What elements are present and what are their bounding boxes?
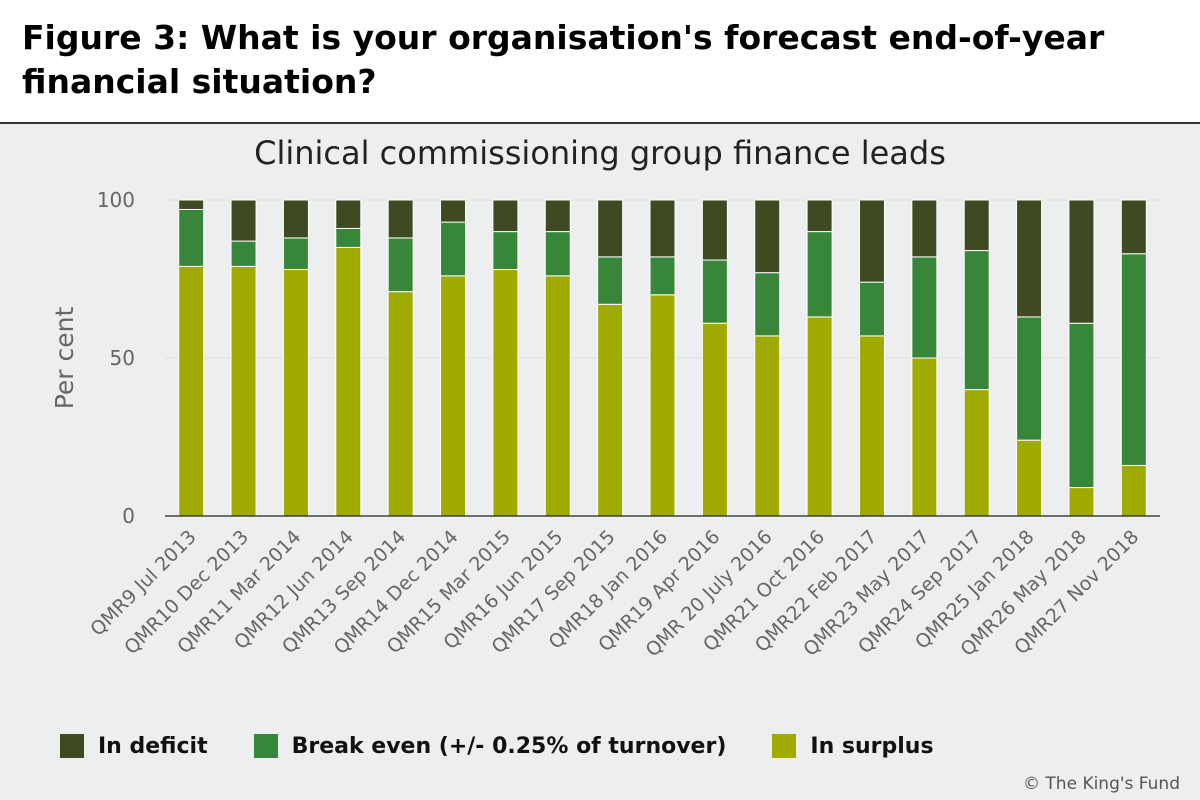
bar-break-even-14 <box>911 256 938 359</box>
bar-deficit-17 <box>1068 199 1095 324</box>
bar-surplus-11 <box>754 335 781 517</box>
bar-deficit-0 <box>178 199 205 210</box>
bar-break-even-1 <box>230 240 257 267</box>
y-tick-label-0: 0 <box>122 504 135 528</box>
bar-deficit-18 <box>1120 199 1147 255</box>
legend-item-surplus: In surplus <box>772 733 934 759</box>
bar-break-even-15 <box>963 250 990 391</box>
bar-break-even-7 <box>544 231 571 277</box>
bar-deficit-11 <box>754 199 781 274</box>
legend-swatch-break-even <box>253 734 278 758</box>
bar-break-even-11 <box>754 272 781 337</box>
bar-break-even-18 <box>1120 253 1147 466</box>
bar-deficit-3 <box>335 199 362 229</box>
bar-break-even-5 <box>440 221 467 277</box>
bar-surplus-14 <box>911 357 938 517</box>
bar-break-even-12 <box>806 231 833 318</box>
bar-surplus-13 <box>858 335 885 517</box>
bar-deficit-9 <box>649 199 676 258</box>
legend-swatch-deficit <box>60 734 84 758</box>
bar-surplus-10 <box>701 322 728 517</box>
y-axis-label: Per cent <box>50 307 79 410</box>
bar-surplus-0 <box>178 265 205 517</box>
bar-surplus-17 <box>1068 487 1095 517</box>
bar-surplus-2 <box>282 269 309 517</box>
bar-deficit-13 <box>858 199 885 283</box>
bar-surplus-5 <box>440 275 467 517</box>
bar-break-even-9 <box>649 256 676 296</box>
chart-panel: Clinical commissioning group finance lea… <box>0 124 1200 800</box>
figure-header: Figure 3: What is your organisation's fo… <box>0 0 1200 124</box>
bar-deficit-7 <box>544 199 571 233</box>
bar-break-even-17 <box>1068 322 1095 489</box>
legend-item-break-even: Break even (+/- 0.25% of turnover) <box>253 733 727 759</box>
bar-surplus-9 <box>649 294 676 517</box>
bar-deficit-2 <box>282 199 309 239</box>
bar-break-even-4 <box>387 237 414 293</box>
bar-break-even-16 <box>1016 316 1043 441</box>
bar-surplus-1 <box>230 265 257 517</box>
bar-surplus-3 <box>335 246 362 517</box>
bar-deficit-15 <box>963 199 990 252</box>
bar-break-even-2 <box>282 237 309 271</box>
bar-surplus-18 <box>1120 464 1147 517</box>
bar-deficit-8 <box>597 199 624 258</box>
bar-surplus-16 <box>1016 439 1043 517</box>
bar-deficit-4 <box>387 199 414 239</box>
bar-surplus-4 <box>387 291 414 517</box>
legend-label-surplus: In surplus <box>810 733 934 759</box>
bar-surplus-6 <box>492 269 519 517</box>
chart-legend: In deficit Break even (+/- 0.25% of turn… <box>60 728 980 764</box>
bar-break-even-6 <box>492 231 519 271</box>
bar-break-even-10 <box>701 259 728 324</box>
bar-surplus-15 <box>963 389 990 517</box>
bar-deficit-14 <box>911 199 938 258</box>
bar-surplus-7 <box>544 275 571 517</box>
chart-title: Clinical commissioning group finance lea… <box>254 134 946 172</box>
y-tick-label-50: 50 <box>110 346 135 370</box>
legend-label-break-even: Break even (+/- 0.25% of turnover) <box>291 733 727 759</box>
bar-deficit-10 <box>701 199 728 261</box>
figure-title: Figure 3: What is your organisation's fo… <box>22 18 1105 101</box>
bar-deficit-1 <box>230 199 257 242</box>
bar-break-even-8 <box>597 256 624 305</box>
bar-deficit-12 <box>806 199 833 233</box>
bar-break-even-13 <box>858 281 885 337</box>
legend-swatch-surplus <box>772 734 797 758</box>
bar-break-even-0 <box>178 208 205 267</box>
bar-surplus-12 <box>806 316 833 517</box>
legend-label-deficit: In deficit <box>98 733 208 759</box>
bar-break-even-3 <box>335 227 362 248</box>
bar-deficit-16 <box>1016 199 1043 318</box>
legend-item-deficit: In deficit <box>60 734 208 759</box>
copyright-notice: © The King's Fund <box>1023 774 1180 794</box>
bar-deficit-5 <box>440 199 467 223</box>
stacked-bar-chart: Clinical commissioning group finance lea… <box>50 134 1160 661</box>
bar-surplus-8 <box>597 303 624 517</box>
y-tick-label-100: 100 <box>97 188 135 212</box>
bar-deficit-6 <box>492 199 519 233</box>
